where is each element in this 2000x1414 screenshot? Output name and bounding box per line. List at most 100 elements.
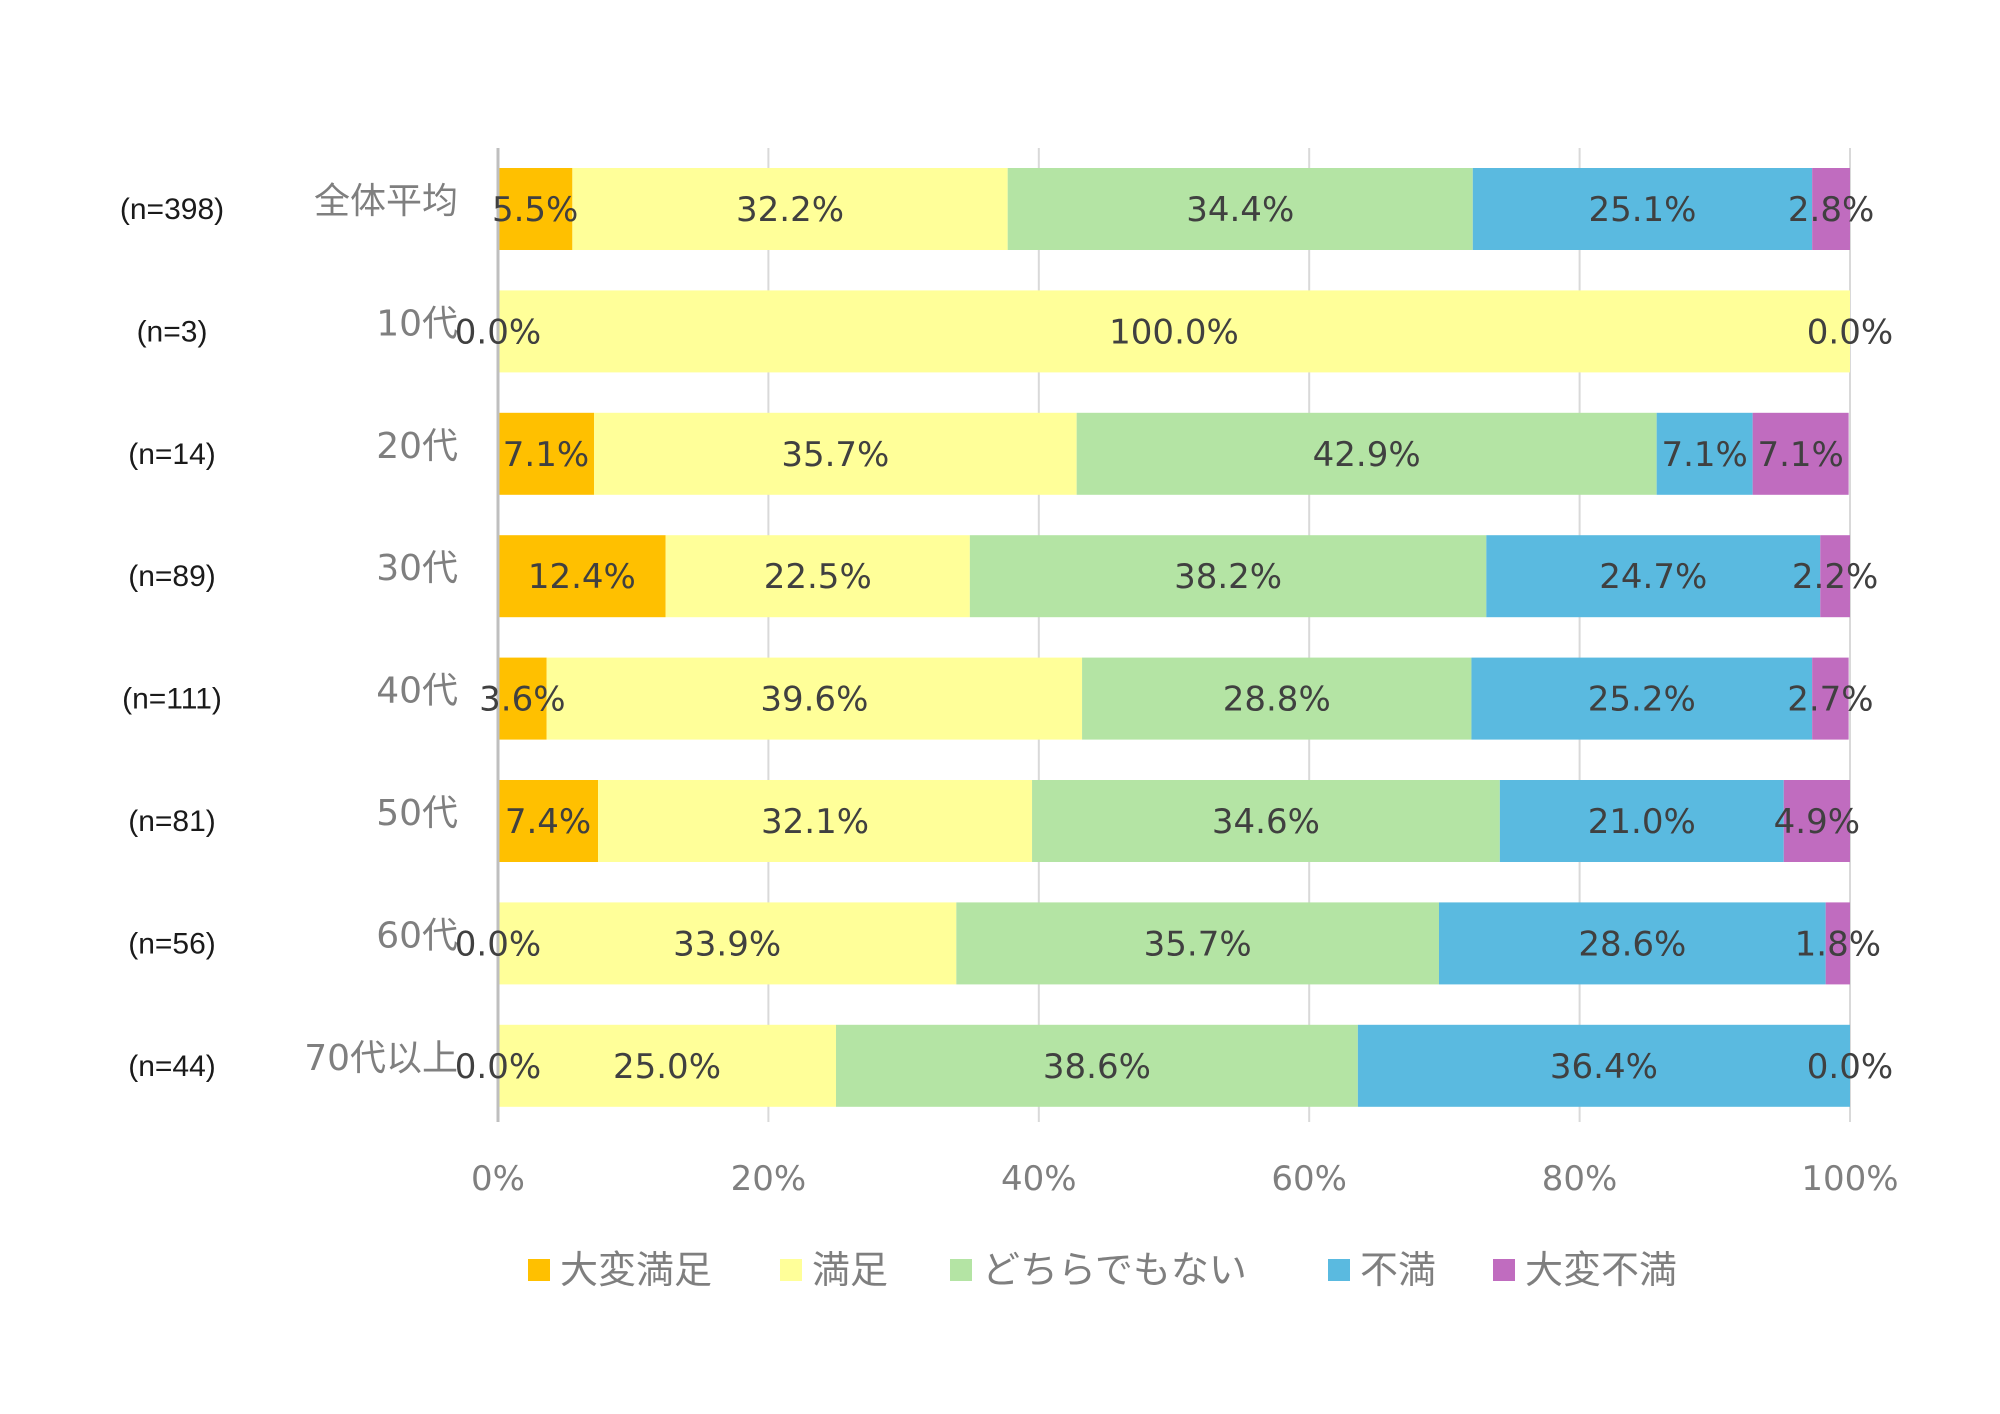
data-label: 7.1% (503, 435, 589, 475)
bar-segment (1656, 412, 1753, 495)
sample-size-label: (n=14) (128, 438, 216, 471)
bar-segment (498, 535, 666, 618)
bar-segment (498, 657, 547, 740)
data-label: 33.9% (673, 924, 781, 964)
bar-segment (1783, 780, 1850, 862)
bar-segment (836, 1024, 1358, 1107)
sample-size-label: (n=89) (128, 560, 216, 593)
legend-label: 大変不満 (1525, 1248, 1677, 1292)
bar-segment (1472, 168, 1813, 250)
x-tick-label: 60% (1271, 1159, 1347, 1199)
bar-segment (1825, 902, 1850, 985)
category-labels: 全体平均 10代 20代 30代 40代 50代 60代 70代以上 (304, 181, 458, 1079)
bar-segment (498, 168, 573, 250)
legend-swatch (780, 1259, 802, 1281)
sample-size-label: (n=398) (120, 193, 224, 226)
bar-segment (498, 290, 1850, 373)
legend-swatch (1328, 1259, 1350, 1281)
data-label: 4.9% (1774, 802, 1860, 842)
data-label: 25.2% (1588, 680, 1696, 720)
sample-size-label: (n=81) (128, 805, 216, 838)
data-label: 25.1% (1588, 190, 1696, 230)
data-label: 35.7% (781, 435, 889, 475)
bar-segment (956, 902, 1439, 985)
bar-segment (1082, 657, 1472, 740)
legend-label: どちらでもない (982, 1248, 1247, 1292)
legend-swatch (1493, 1259, 1515, 1281)
category-label: 70代以上 (304, 1038, 458, 1079)
bar-segment (1032, 780, 1500, 862)
bar-segment (598, 780, 1033, 862)
data-label: 7.1% (1757, 435, 1843, 475)
data-label: 36.4% (1550, 1047, 1658, 1087)
data-label: 22.5% (764, 557, 872, 597)
data-label: 34.6% (1212, 802, 1320, 842)
data-label: 100.0% (1109, 312, 1239, 352)
data-label: 12.4% (528, 557, 636, 597)
data-label: 2.7% (1787, 680, 1873, 720)
data-label: 34.4% (1186, 190, 1294, 230)
bar-segment (1486, 535, 1821, 618)
sample-size-labels: (n=398) (n=3) (n=14) (n=89) (n=111) (n=81) (n=… (120, 193, 224, 1083)
data-label: 38.6% (1043, 1047, 1151, 1087)
bar-segment (498, 412, 594, 495)
sample-size-label: (n=56) (128, 927, 216, 960)
data-label: 5.5% (492, 190, 578, 230)
data-label: 2.2% (1792, 557, 1878, 597)
category-label: 10代 (376, 303, 458, 344)
data-label: 28.6% (1578, 924, 1686, 964)
data-label: 25.0% (613, 1047, 721, 1087)
bar-segment (593, 412, 1077, 495)
bar-segment (1471, 657, 1813, 740)
data-label: 38.2% (1174, 557, 1282, 597)
data-label: 42.9% (1313, 435, 1421, 475)
data-label: 32.1% (761, 802, 869, 842)
data-label: 0.0% (1807, 1047, 1893, 1087)
data-label: 1.8% (1795, 924, 1881, 964)
bar-segment (969, 535, 1487, 618)
data-label: 0.0% (455, 924, 541, 964)
data-label: 0.0% (1807, 312, 1893, 352)
sample-size-label: (n=3) (137, 315, 208, 348)
legend-swatch (528, 1259, 550, 1281)
category-label: 60代 (376, 915, 458, 956)
data-label: 39.6% (760, 680, 868, 720)
data-label: 35.7% (1144, 924, 1252, 964)
bar-segment (1076, 412, 1657, 495)
bar-segment (1812, 657, 1849, 740)
category-label: 30代 (376, 548, 458, 589)
category-label: 40代 (376, 671, 458, 712)
x-tick-label: 0% (471, 1159, 525, 1199)
data-labels: 5.5% 32.2% 34.4% 25.1% 2.8% 0.0% 100.0% 0.0% 7.1… (455, 190, 1893, 1087)
legend-swatch (950, 1259, 972, 1281)
x-tick-label: 20% (731, 1159, 807, 1199)
legend-label: 満足 (812, 1248, 888, 1292)
bar-segment (1752, 412, 1849, 495)
bar-segment (498, 902, 957, 985)
data-label: 32.2% (736, 190, 844, 230)
bar-segment (1820, 535, 1850, 618)
bars (498, 168, 1850, 1107)
data-label: 24.7% (1599, 557, 1707, 597)
legend-label: 不満 (1360, 1248, 1436, 1292)
bar-segment (1812, 168, 1850, 250)
bar-segment (1499, 780, 1784, 862)
bar-segment (572, 168, 1008, 250)
data-label: 3.6% (479, 680, 565, 720)
data-label: 0.0% (455, 1047, 541, 1087)
bar-segment (498, 1024, 836, 1107)
legend-label: 大変満足 (560, 1248, 712, 1292)
x-tick-label: 80% (1542, 1159, 1618, 1199)
x-axis-ticks: 0% 20% 40% 60% 80% 100% (471, 1159, 1899, 1199)
bar-segment (665, 535, 970, 618)
bar-segment (1438, 902, 1826, 985)
bar-segment (546, 657, 1083, 740)
data-label: 0.0% (455, 312, 541, 352)
data-label: 7.1% (1661, 435, 1747, 475)
sample-size-label: (n=44) (128, 1050, 216, 1083)
bar-segment (1357, 1024, 1850, 1107)
x-tick-label: 100% (1801, 1159, 1898, 1199)
bar-segment (1007, 168, 1473, 250)
category-label: 50代 (376, 793, 458, 834)
